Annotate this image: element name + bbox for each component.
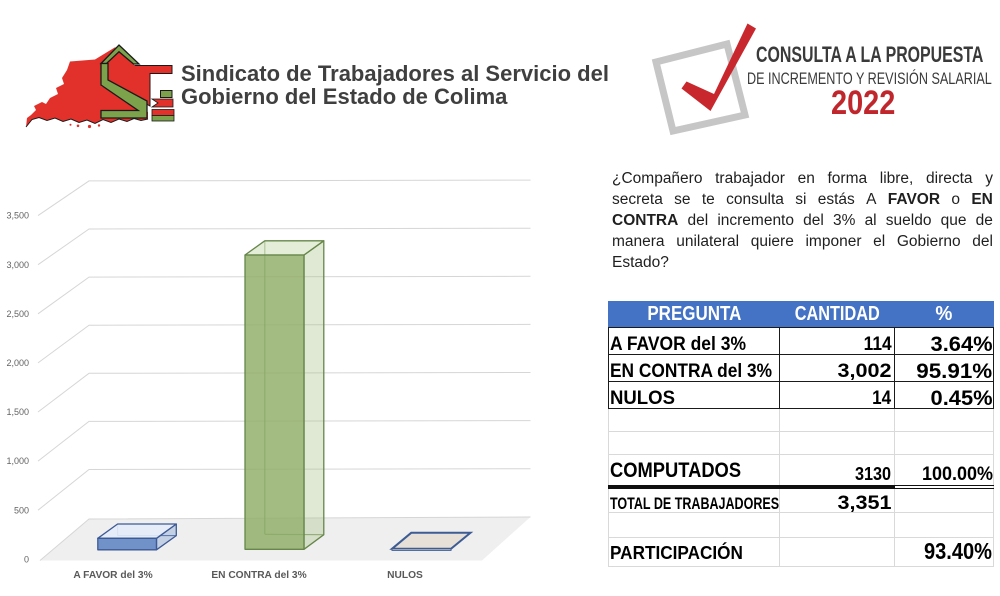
svg-text:NULOS: NULOS: [387, 570, 423, 581]
svg-text:1,500: 1,500: [6, 407, 29, 417]
svg-text:500: 500: [14, 505, 29, 515]
svg-text:A FAVOR del 3%: A FAVOR del 3%: [73, 570, 152, 581]
svg-text:1,000: 1,000: [6, 456, 29, 466]
svg-text:2,000: 2,000: [6, 358, 29, 368]
svg-text:EN CONTRA del 3%: EN CONTRA del 3%: [211, 570, 306, 581]
svg-text:3,000: 3,000: [6, 260, 29, 270]
svg-text:2,500: 2,500: [6, 309, 29, 319]
svg-text:0: 0: [24, 554, 29, 564]
svg-text:3,500: 3,500: [6, 211, 29, 221]
